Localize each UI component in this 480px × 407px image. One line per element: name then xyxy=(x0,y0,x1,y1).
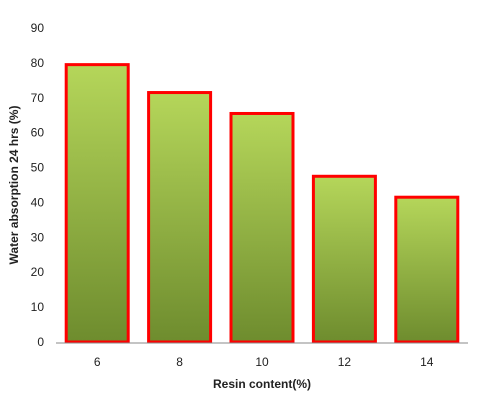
x-tick-label: 8 xyxy=(176,355,183,369)
y-tick-label: 60 xyxy=(31,126,45,140)
bar-10 xyxy=(229,111,295,344)
y-tick-label: 40 xyxy=(31,195,45,209)
y-tick-label: 80 xyxy=(31,56,45,70)
x-tick-label: 14 xyxy=(420,355,434,369)
bars xyxy=(64,63,460,344)
bar-8 xyxy=(147,91,213,344)
y-tick-label: 50 xyxy=(31,161,45,175)
y-tick-label: 0 xyxy=(37,335,44,349)
x-axis-ticks: 6 8 10 12 14 xyxy=(94,355,434,369)
bar-12 xyxy=(311,174,377,344)
x-tick-label: 10 xyxy=(255,355,269,369)
y-axis-ticks: 0 10 20 30 40 50 60 70 80 90 xyxy=(31,21,45,349)
y-tick-label: 10 xyxy=(31,300,45,314)
bar-6 xyxy=(64,63,130,344)
y-tick-label: 90 xyxy=(31,21,45,35)
bar-14 xyxy=(394,195,460,344)
x-tick-label: 6 xyxy=(94,355,101,369)
y-tick-label: 20 xyxy=(31,265,45,279)
y-tick-label: 70 xyxy=(31,91,45,105)
x-axis-title: Resin content(%) xyxy=(213,377,311,391)
y-tick-label: 30 xyxy=(31,230,45,244)
x-tick-label: 12 xyxy=(338,355,352,369)
y-axis-title: Water absorption 24 hrs (%) xyxy=(7,106,21,265)
